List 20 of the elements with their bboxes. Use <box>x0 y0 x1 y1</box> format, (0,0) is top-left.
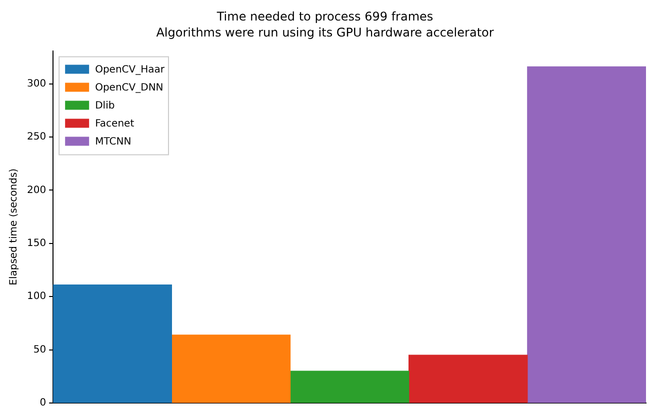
chart-title: Time needed to process 699 frames <box>216 9 434 24</box>
legend-label: OpenCV_Haar <box>95 64 166 76</box>
y-tick-label: 200 <box>26 184 46 196</box>
y-tick-label: 150 <box>26 238 46 249</box>
bar <box>408 354 528 403</box>
legend-label: Dlib <box>95 100 115 112</box>
y-tick-label: 100 <box>26 291 46 302</box>
chart-subtitle: Algorithms were run using its GPU hardware accelerator <box>156 26 494 40</box>
legend-label: Facenet <box>95 118 134 130</box>
y-axis-title: Elapsed time (seconds) <box>8 168 20 286</box>
legend-label: MTCNN <box>95 136 132 148</box>
bar <box>171 334 291 403</box>
legend-label: OpenCV_DNN <box>95 82 164 94</box>
bar <box>290 370 410 403</box>
bar <box>53 284 172 403</box>
y-tick-label: 50 <box>33 344 46 356</box>
bar <box>527 66 646 403</box>
y-tick-label: 300 <box>26 78 46 90</box>
y-tick-label: 250 <box>26 132 46 143</box>
y-tick-label: 0 <box>40 398 46 409</box>
